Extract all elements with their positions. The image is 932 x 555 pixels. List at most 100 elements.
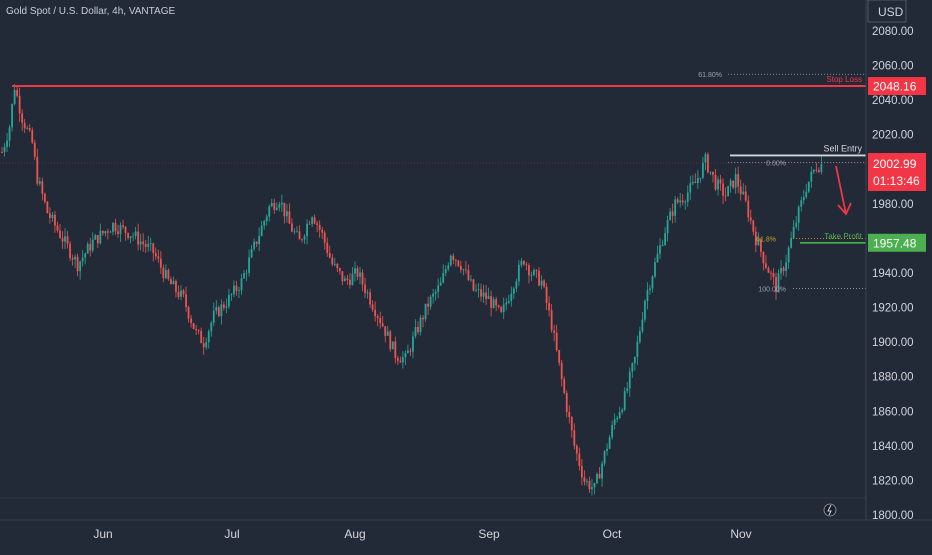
candle-body	[374, 309, 377, 317]
candle-body	[263, 221, 266, 226]
candle-body	[717, 179, 719, 190]
candle-body	[99, 230, 102, 244]
candle-body	[424, 303, 427, 320]
candle-body	[727, 186, 730, 197]
candle-body	[734, 174, 737, 188]
candle-body	[449, 255, 452, 266]
candle-body	[354, 268, 356, 274]
candle-body	[434, 291, 437, 294]
candle-body	[661, 244, 664, 246]
candle-body	[790, 237, 793, 248]
candle-body	[154, 253, 157, 257]
candle-body	[482, 292, 485, 297]
candle-body	[106, 231, 109, 233]
candle-body	[802, 197, 805, 201]
candle-body	[606, 448, 608, 451]
candle-body	[467, 270, 470, 280]
candle-body	[28, 128, 31, 131]
candle-body	[785, 262, 787, 272]
candle-body	[36, 156, 39, 184]
candle-body	[328, 253, 331, 258]
candle-body	[59, 230, 61, 238]
fib-level-label: 0.00%	[766, 160, 786, 167]
candle-body	[303, 236, 306, 240]
candle-body	[96, 235, 99, 244]
candle-body	[742, 191, 745, 195]
candle-body	[243, 273, 245, 279]
x-month-label: Sep	[478, 527, 500, 541]
candle-body	[79, 261, 82, 272]
candle-body	[762, 251, 765, 264]
candle-body	[633, 357, 636, 364]
candle-body	[321, 229, 324, 233]
candle-body	[601, 463, 603, 479]
candle-body	[311, 217, 314, 225]
candle-body	[621, 409, 624, 413]
candle-body	[651, 276, 654, 289]
candle-body	[336, 263, 339, 269]
candle-body	[533, 269, 535, 275]
candle-body	[195, 328, 198, 331]
candle-body	[616, 417, 619, 420]
candle-body	[197, 330, 200, 331]
countdown-text: 01:13:46	[873, 174, 920, 188]
candle-body	[376, 316, 379, 318]
take-profit-badge	[868, 233, 926, 252]
candle-body	[26, 128, 29, 129]
candle-body	[575, 445, 578, 454]
candle-body	[732, 180, 735, 188]
candle-body	[273, 202, 276, 210]
candle-body	[580, 466, 583, 478]
candle-body	[351, 273, 354, 285]
candle-body	[704, 154, 707, 163]
candle-body	[285, 211, 288, 217]
candle-body	[540, 280, 543, 286]
candle-body	[359, 272, 361, 277]
candle-body	[51, 214, 54, 219]
candle-body	[429, 296, 432, 307]
candle-body	[91, 239, 94, 251]
candle-body	[712, 171, 714, 175]
candle-body	[729, 180, 732, 187]
y-tick-label: 1980.00	[872, 199, 914, 211]
candle-body	[343, 278, 346, 282]
fib-level-label: 100.00%	[758, 287, 786, 294]
candle-body	[558, 350, 561, 363]
candle-body	[291, 223, 293, 232]
y-tick-label: 1800.00	[872, 510, 914, 522]
candle-body	[210, 322, 213, 332]
candle-body	[490, 296, 493, 308]
current-price-text: 2002.99	[873, 157, 917, 171]
candle-body	[159, 258, 162, 268]
candle-body	[46, 201, 49, 214]
candle-body	[255, 241, 258, 244]
candle-body	[162, 267, 165, 279]
candle-body	[192, 323, 195, 329]
candle-body	[114, 222, 117, 232]
candle-body	[795, 222, 798, 227]
candle-body	[752, 220, 755, 232]
candle-body	[475, 289, 477, 291]
candle-body	[563, 379, 566, 394]
candle-body	[671, 211, 674, 216]
candle-body	[631, 363, 634, 372]
candle-body	[1, 152, 3, 153]
candle-body	[654, 262, 656, 277]
candle-body	[470, 279, 472, 281]
candle-body	[396, 358, 399, 361]
candle-body	[707, 154, 709, 173]
candle-body	[43, 193, 46, 202]
candle-body	[112, 222, 114, 232]
candle-body	[628, 371, 631, 389]
candle-body	[454, 259, 457, 261]
candle-body	[265, 216, 268, 222]
candle-body	[215, 307, 218, 311]
candle-body	[659, 245, 661, 254]
lightning-icon	[823, 503, 837, 517]
candle-body	[230, 294, 233, 296]
candle-body	[33, 142, 36, 157]
candle-body	[674, 199, 677, 216]
y-tick-label: 1860.00	[872, 406, 914, 418]
candle-body	[6, 140, 8, 147]
